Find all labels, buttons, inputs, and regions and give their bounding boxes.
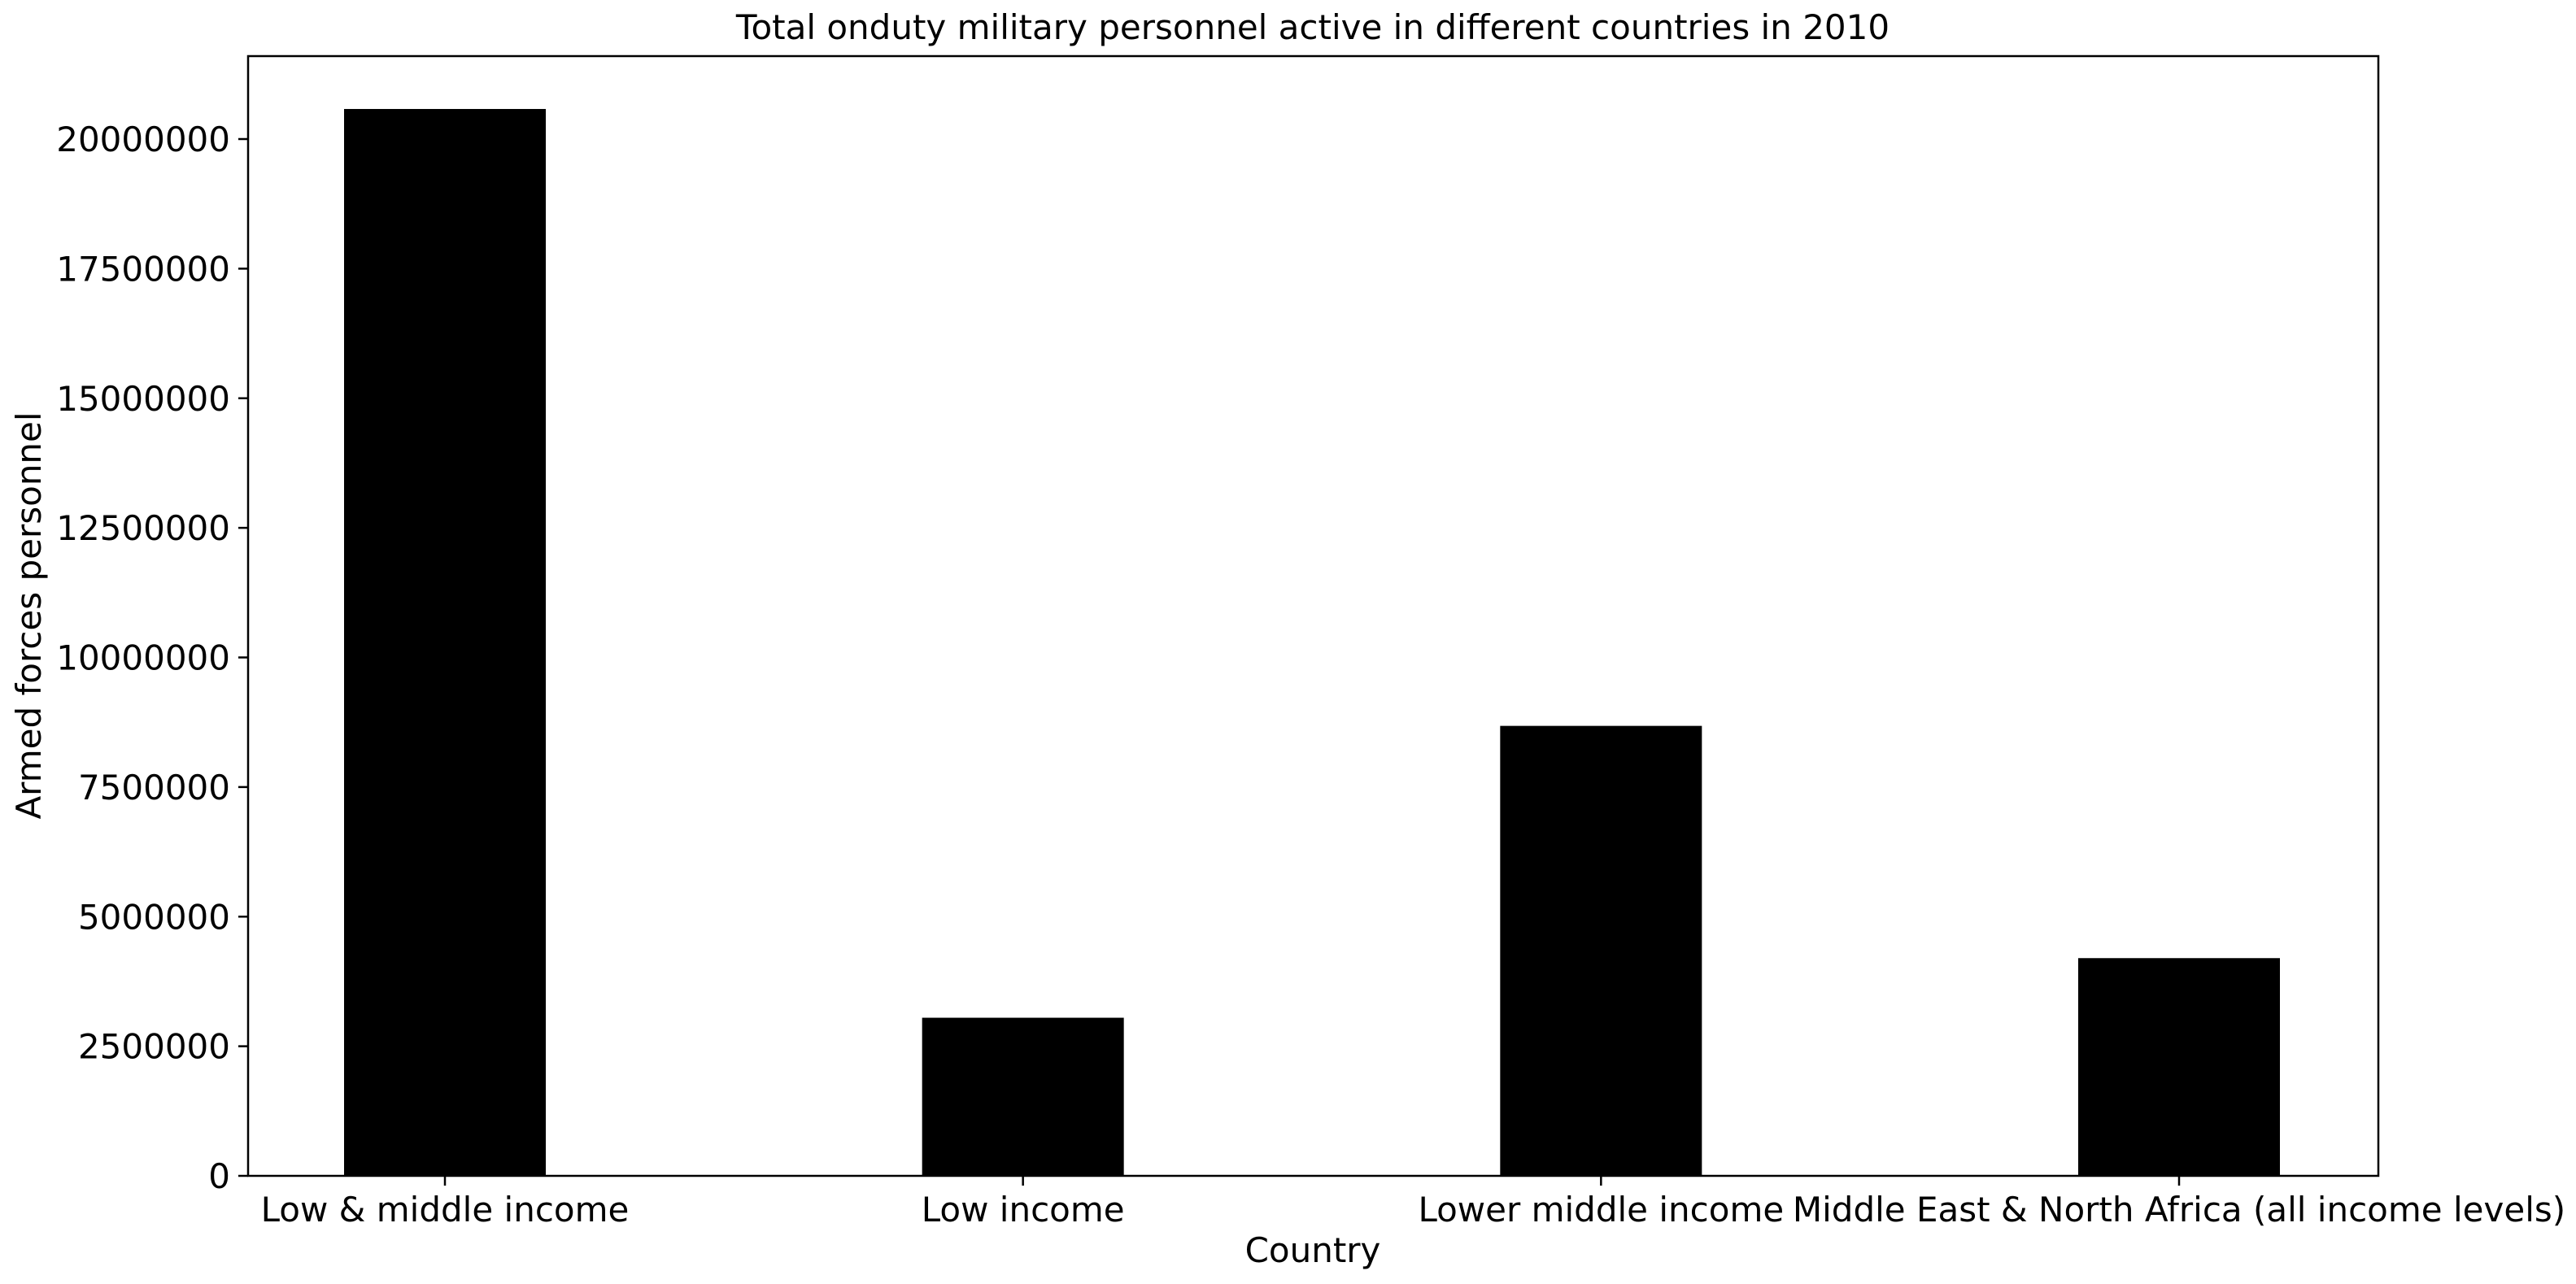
- y-tick-label: 15000000: [56, 379, 230, 419]
- bar: [922, 1017, 1124, 1176]
- y-tick-label: 20000000: [56, 120, 230, 159]
- chart-title: Total onduty military personnel active i…: [735, 7, 1890, 47]
- x-axis: Low & middle income Low income Lower middl…: [261, 1176, 2565, 1230]
- x-tick-label: Lower middle income: [1418, 1190, 1784, 1230]
- bar: [1500, 725, 1702, 1176]
- y-tick-label: 0: [208, 1156, 230, 1196]
- x-tick-label: Middle East & North Africa (all income l…: [1793, 1190, 2565, 1230]
- y-tick-label: 2500000: [78, 1027, 230, 1067]
- y-axis: 0 2500000 5000000 7500000 10000000 12500000 15…: [56, 120, 248, 1196]
- bar: [344, 109, 546, 1176]
- plot-frame: [246, 54, 2380, 1177]
- y-axis-label: Armed forces personnel: [9, 411, 49, 819]
- y-tick-label: 10000000: [56, 638, 230, 678]
- x-axis-label: Country: [1245, 1230, 1381, 1270]
- x-tick-label: Low income: [922, 1190, 1125, 1230]
- y-tick-label: 17500000: [56, 249, 230, 289]
- y-tick-label: 5000000: [78, 897, 230, 937]
- bars-layer: [344, 109, 2280, 1176]
- bar: [2078, 958, 2280, 1176]
- y-tick-label: 12500000: [56, 508, 230, 548]
- y-tick-label: 7500000: [78, 768, 230, 807]
- x-tick-label: Low & middle income: [261, 1190, 630, 1230]
